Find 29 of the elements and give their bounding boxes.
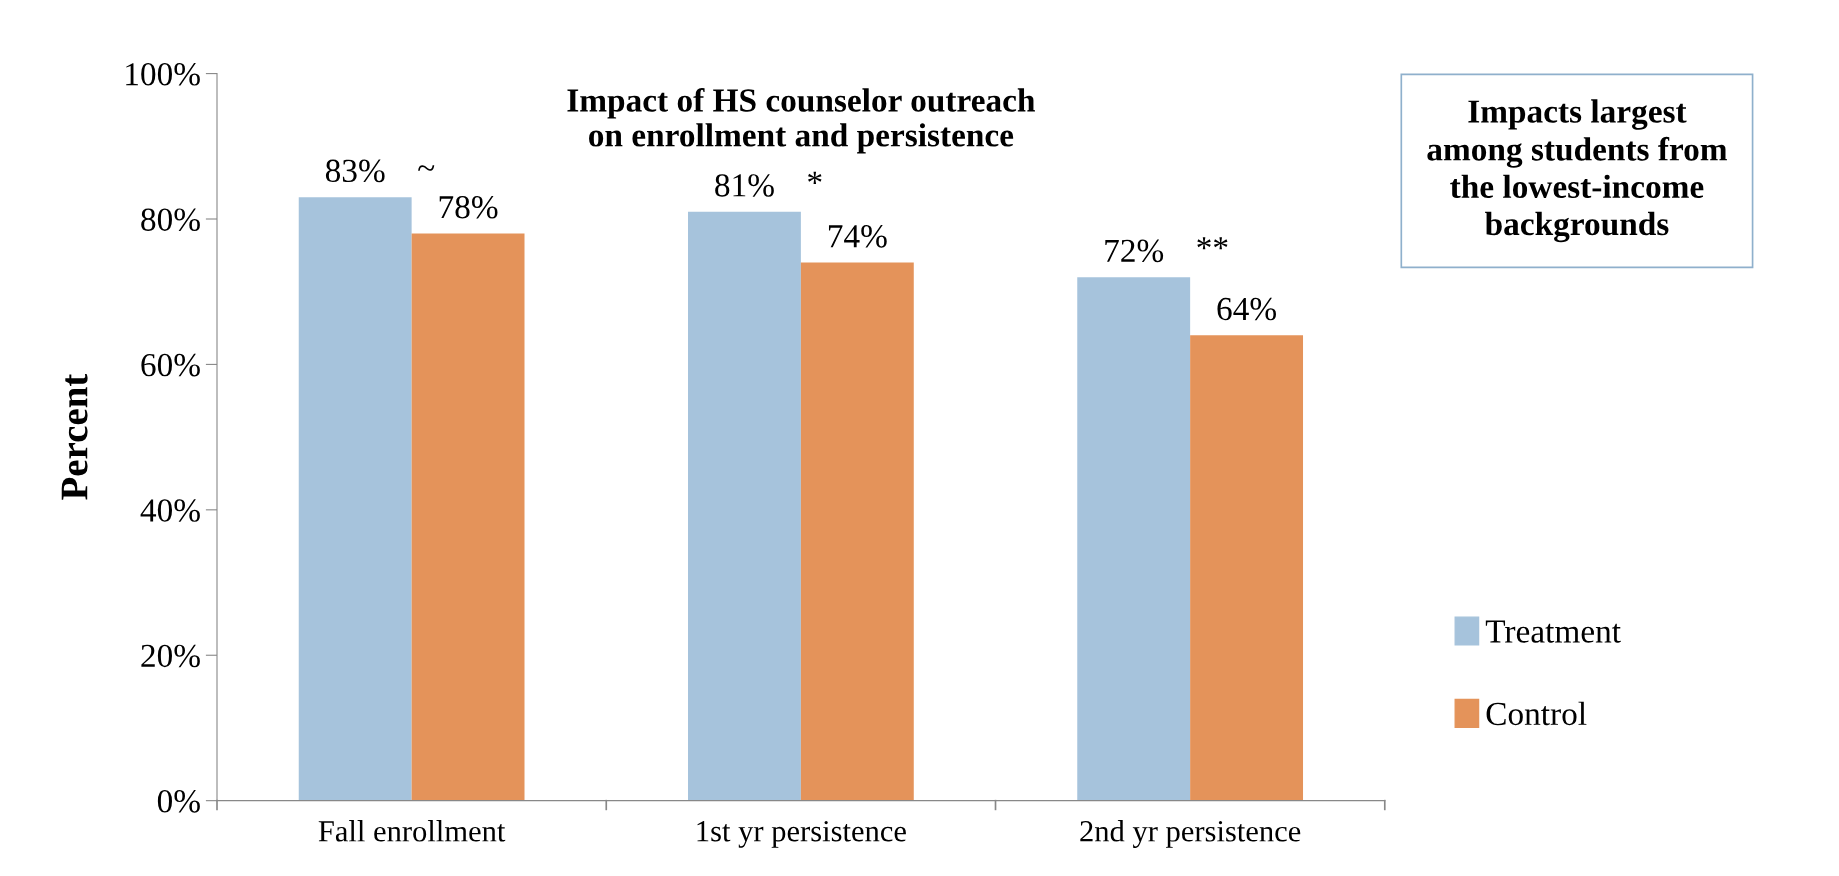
y-tick-label: 60% xyxy=(141,353,200,377)
bar xyxy=(1077,277,1191,801)
y-tick-label: 40% xyxy=(140,499,200,522)
data-label: 81% xyxy=(715,174,774,197)
bar xyxy=(688,211,801,801)
data-label: 78% xyxy=(439,195,498,219)
y-tick-label: 100% xyxy=(126,62,200,86)
annotation: ** xyxy=(1197,237,1228,250)
y-tick-label: 20% xyxy=(141,644,200,668)
text: Impacts largest among students from the lowest-income backgrounds xyxy=(1427,99,1728,243)
x-tick-label: 1st yr persistence xyxy=(697,820,906,848)
bar xyxy=(411,233,525,801)
text: Impact of HS counselor outreach on enrollment and persistence xyxy=(567,87,1035,154)
y-tick-label: 80% xyxy=(141,208,200,231)
annotation: * xyxy=(808,171,822,184)
data-label: 72% xyxy=(1105,239,1164,263)
bar xyxy=(1190,335,1304,801)
data-label: 64% xyxy=(1217,297,1276,321)
legend-label: Control xyxy=(1486,701,1587,726)
legend-label: Treatment xyxy=(1485,620,1621,643)
bar xyxy=(800,262,914,801)
x-tick-label: Fall enrollment xyxy=(318,820,506,842)
data-label: 74% xyxy=(828,225,887,248)
bar xyxy=(298,197,412,801)
y-tick-label: 0% xyxy=(157,790,200,813)
annotation: ~ xyxy=(418,165,435,171)
x-tick-label: 2nd yr persistence xyxy=(1080,820,1301,848)
y-axis-title: Percent xyxy=(61,373,88,500)
data-label: 83% xyxy=(325,159,385,183)
